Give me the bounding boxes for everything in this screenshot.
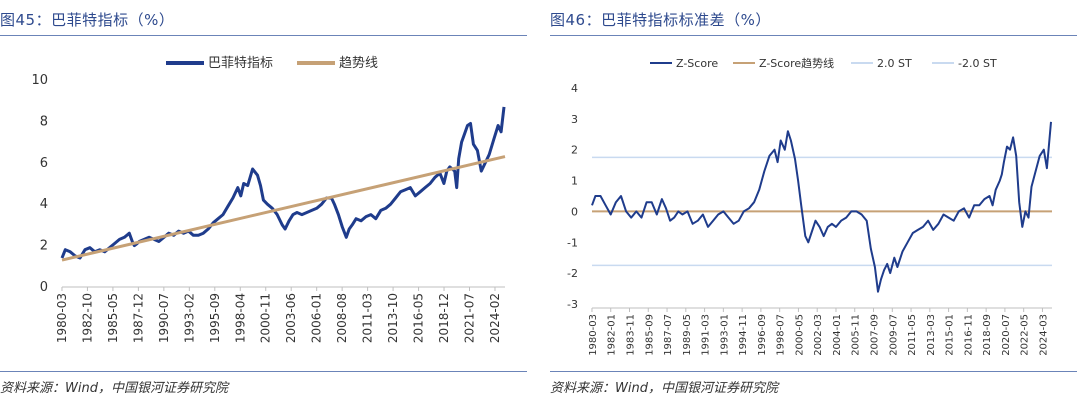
x-tick-label: 2006-01 (310, 293, 324, 343)
x-tick-label: 2011-03 (361, 293, 375, 343)
x-tick-label: 1980-03 (588, 314, 599, 356)
x-tick-label: 2003-06 (284, 293, 298, 343)
x-tick-label: 1996-09 (757, 314, 768, 356)
y-tick-label: 0 (571, 205, 578, 218)
x-tick-label: 2020-07 (1001, 314, 1012, 356)
x-tick-label: 1989-05 (682, 314, 693, 356)
y-tick-label: -2 (567, 267, 578, 280)
x-tick-label: 1998-04 (233, 293, 247, 343)
x-tick-label: 1982-10 (80, 293, 94, 343)
x-tick-label: 2013-10 (386, 293, 400, 343)
x-tick-label: 2002-03 (813, 314, 824, 356)
zscore-chart: -3 -2 -1 0 1 2 3 4 1980-03 1982-01 1983-11 1985-09 1… (567, 56, 1052, 356)
x-tick-label: 2016-05 (412, 293, 426, 343)
legend-label: -2.0 ST (958, 57, 997, 70)
x-tick-label: 2008-08 (335, 293, 349, 343)
y-tick-label: 10 (31, 73, 48, 88)
x-tick-label: 1993-01 (719, 314, 730, 356)
source-note: 资料来源：Wind，中国银河证券研究院 (550, 381, 778, 396)
x-tick-label: 2013-03 (926, 314, 937, 356)
figure-title: 图46：巴菲特指标标准差（%） (550, 11, 771, 29)
y-tick-label: -3 (567, 298, 578, 311)
x-tick-label: 2000-11 (259, 293, 273, 343)
legend-label: 巴菲特指标 (208, 56, 273, 71)
x-tick-label: 2005-11 (851, 314, 862, 356)
buffett-indicator-chart: 0 2 4 6 8 10 1980-03 1982-10 1985-05 1987-12 1990-… (31, 55, 506, 343)
x-tick-label: 2015-01 (945, 314, 956, 356)
title-rule (550, 35, 1077, 36)
trend-line (61, 155, 506, 262)
x-tick-label: 1983-11 (626, 314, 637, 356)
source-rule (0, 371, 527, 372)
x-tick-label: 1990-07 (157, 293, 171, 343)
y-tick-label: 4 (40, 197, 48, 212)
x-tick-label: 1998-07 (776, 314, 787, 356)
y-tick-label: -1 (567, 236, 578, 249)
x-tick-label: 2016-11 (963, 314, 974, 356)
x-tick-label: 1980-03 (55, 293, 69, 343)
legend-label: Z-Score趋势线 (759, 56, 834, 70)
x-tick-label: 2011-05 (907, 314, 918, 356)
x-tick-label: 2004-01 (832, 314, 843, 356)
x-tick-label: 2021-07 (463, 293, 477, 343)
x-tick-label: 2018-09 (982, 314, 993, 356)
x-tick-label: 2024-03 (1038, 314, 1049, 356)
zscore-line (591, 121, 1052, 293)
x-tick-label: 1995-09 (208, 293, 222, 343)
y-tick-label: 0 (40, 280, 48, 295)
x-tick-label: 1987-07 (663, 314, 674, 356)
y-tick-label: 2 (571, 144, 578, 157)
figure-45: 图45：巴菲特指标（%） 0 2 4 6 8 10 1980-03 1982-10 1985-0… (0, 0, 530, 404)
y-tick-label: 1 (571, 175, 578, 188)
source-note: 资料来源：Wind，中国银河证券研究院 (0, 381, 228, 396)
x-tick-label: 1993-02 (182, 293, 196, 343)
x-tick-label: 1985-09 (644, 314, 655, 356)
figure-title: 图45：巴菲特指标（%） (0, 11, 175, 29)
y-tick-label: 8 (40, 114, 48, 129)
x-tick-label: 1987-12 (131, 293, 145, 343)
x-tick-label: 2022-05 (1020, 314, 1031, 356)
legend-label: 2.0 ST (877, 57, 912, 70)
y-tick-label: 6 (40, 156, 48, 171)
buffett-indicator-line (60, 106, 506, 260)
legend-label: Z-Score (676, 57, 718, 70)
x-tick-label: 1994-11 (738, 314, 749, 356)
x-tick-label: 1991-03 (701, 314, 712, 356)
source-rule (550, 371, 1077, 372)
x-tick-label: 1982-01 (607, 314, 618, 356)
x-tick-label: 2000-05 (794, 314, 805, 356)
x-tick-label: 2018-12 (437, 293, 451, 343)
legend-label: 趋势线 (339, 55, 378, 71)
x-tick-label: 1985-05 (106, 293, 120, 343)
title-rule (0, 35, 527, 36)
x-tick-label: 2024-02 (488, 293, 502, 343)
y-tick-label: 3 (571, 113, 578, 126)
y-tick-label: 4 (571, 82, 578, 95)
figure-46: 图46：巴菲特指标标准差（%） -3 -2 -1 0 1 2 3 4 1980-03 1982-0… (550, 0, 1080, 404)
y-tick-label: 2 (40, 239, 48, 254)
x-tick-label: 2007-09 (870, 314, 881, 356)
x-tick-label: 2009-07 (888, 314, 899, 356)
